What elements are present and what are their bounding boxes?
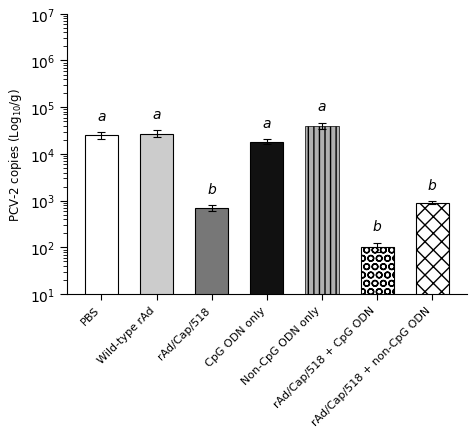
Text: a: a: [318, 100, 326, 114]
Bar: [250, 143, 283, 434]
Bar: [361, 248, 394, 434]
Text: a: a: [263, 117, 271, 131]
Text: b: b: [207, 182, 216, 196]
Bar: [85, 136, 118, 434]
Bar: [195, 208, 228, 434]
Bar: [416, 204, 449, 434]
Text: a: a: [97, 109, 106, 124]
Text: b: b: [428, 178, 437, 192]
Text: b: b: [373, 220, 382, 234]
Y-axis label: PCV-2 copies (Log$_{10}$/g): PCV-2 copies (Log$_{10}$/g): [7, 88, 24, 221]
Bar: [140, 135, 173, 434]
Bar: [305, 127, 338, 434]
Text: a: a: [152, 108, 161, 122]
